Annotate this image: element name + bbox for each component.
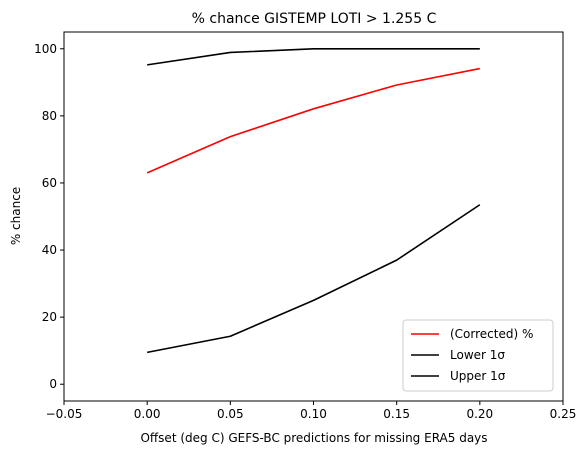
series-line-0 <box>146 67 480 174</box>
legend-label: Upper 1σ <box>450 369 506 383</box>
y-tick-label: 40 <box>42 243 57 257</box>
x-tick-label: −0.05 <box>46 407 83 421</box>
legend-label: (Corrected) % <box>450 327 533 341</box>
legend[interactable]: (Corrected) % Lower 1σ Upper 1σ <box>402 319 554 392</box>
legend-box <box>402 319 554 392</box>
x-axis: −0.05 0.00 0.05 0.10 0.15 0.20 0.25 <box>46 401 577 421</box>
x-axis-label: Offset (deg C) GEFS-BC predictions for m… <box>140 431 487 445</box>
series-line-2 <box>147 47 480 66</box>
y-tick-label: 20 <box>42 310 57 324</box>
x-tick-label: 0.20 <box>466 407 493 421</box>
y-tick-label: 80 <box>42 109 57 123</box>
legend-label: Lower 1σ <box>450 348 505 362</box>
chart-title: % chance GISTEMP LOTI > 1.255 C <box>192 11 437 27</box>
plot-area <box>146 47 481 354</box>
x-tick-label: 0.25 <box>550 407 577 421</box>
x-tick-label: 0.00 <box>134 407 161 421</box>
y-tick-label: 0 <box>49 377 57 391</box>
x-tick-label: 0.10 <box>300 407 327 421</box>
y-axis-label: % chance <box>9 187 23 245</box>
y-tick-label: 60 <box>42 176 57 190</box>
series-line-1 <box>147 204 481 354</box>
y-axis: 0 20 40 60 80 100 <box>34 42 64 391</box>
y-tick-label: 100 <box>34 42 57 56</box>
x-tick-label: 0.05 <box>217 407 244 421</box>
x-tick-label: 0.15 <box>383 407 410 421</box>
